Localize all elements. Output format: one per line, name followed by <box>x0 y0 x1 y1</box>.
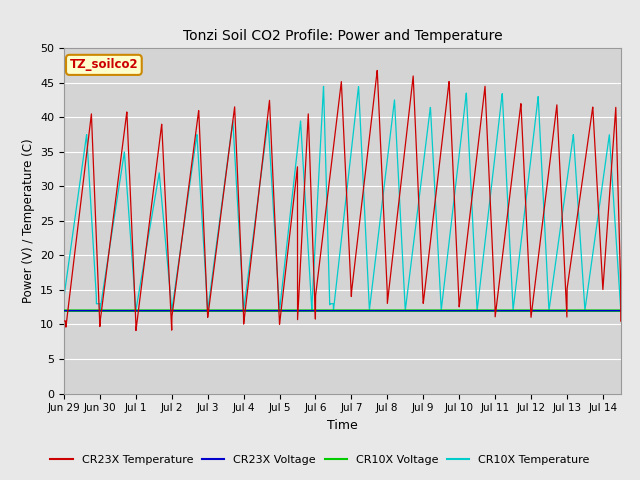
Text: TZ_soilco2: TZ_soilco2 <box>70 59 138 72</box>
Legend: CR23X Temperature, CR23X Voltage, CR10X Voltage, CR10X Temperature: CR23X Temperature, CR23X Voltage, CR10X … <box>46 451 594 469</box>
X-axis label: Time: Time <box>327 419 358 432</box>
Title: Tonzi Soil CO2 Profile: Power and Temperature: Tonzi Soil CO2 Profile: Power and Temper… <box>182 29 502 43</box>
Y-axis label: Power (V) / Temperature (C): Power (V) / Temperature (C) <box>22 139 35 303</box>
